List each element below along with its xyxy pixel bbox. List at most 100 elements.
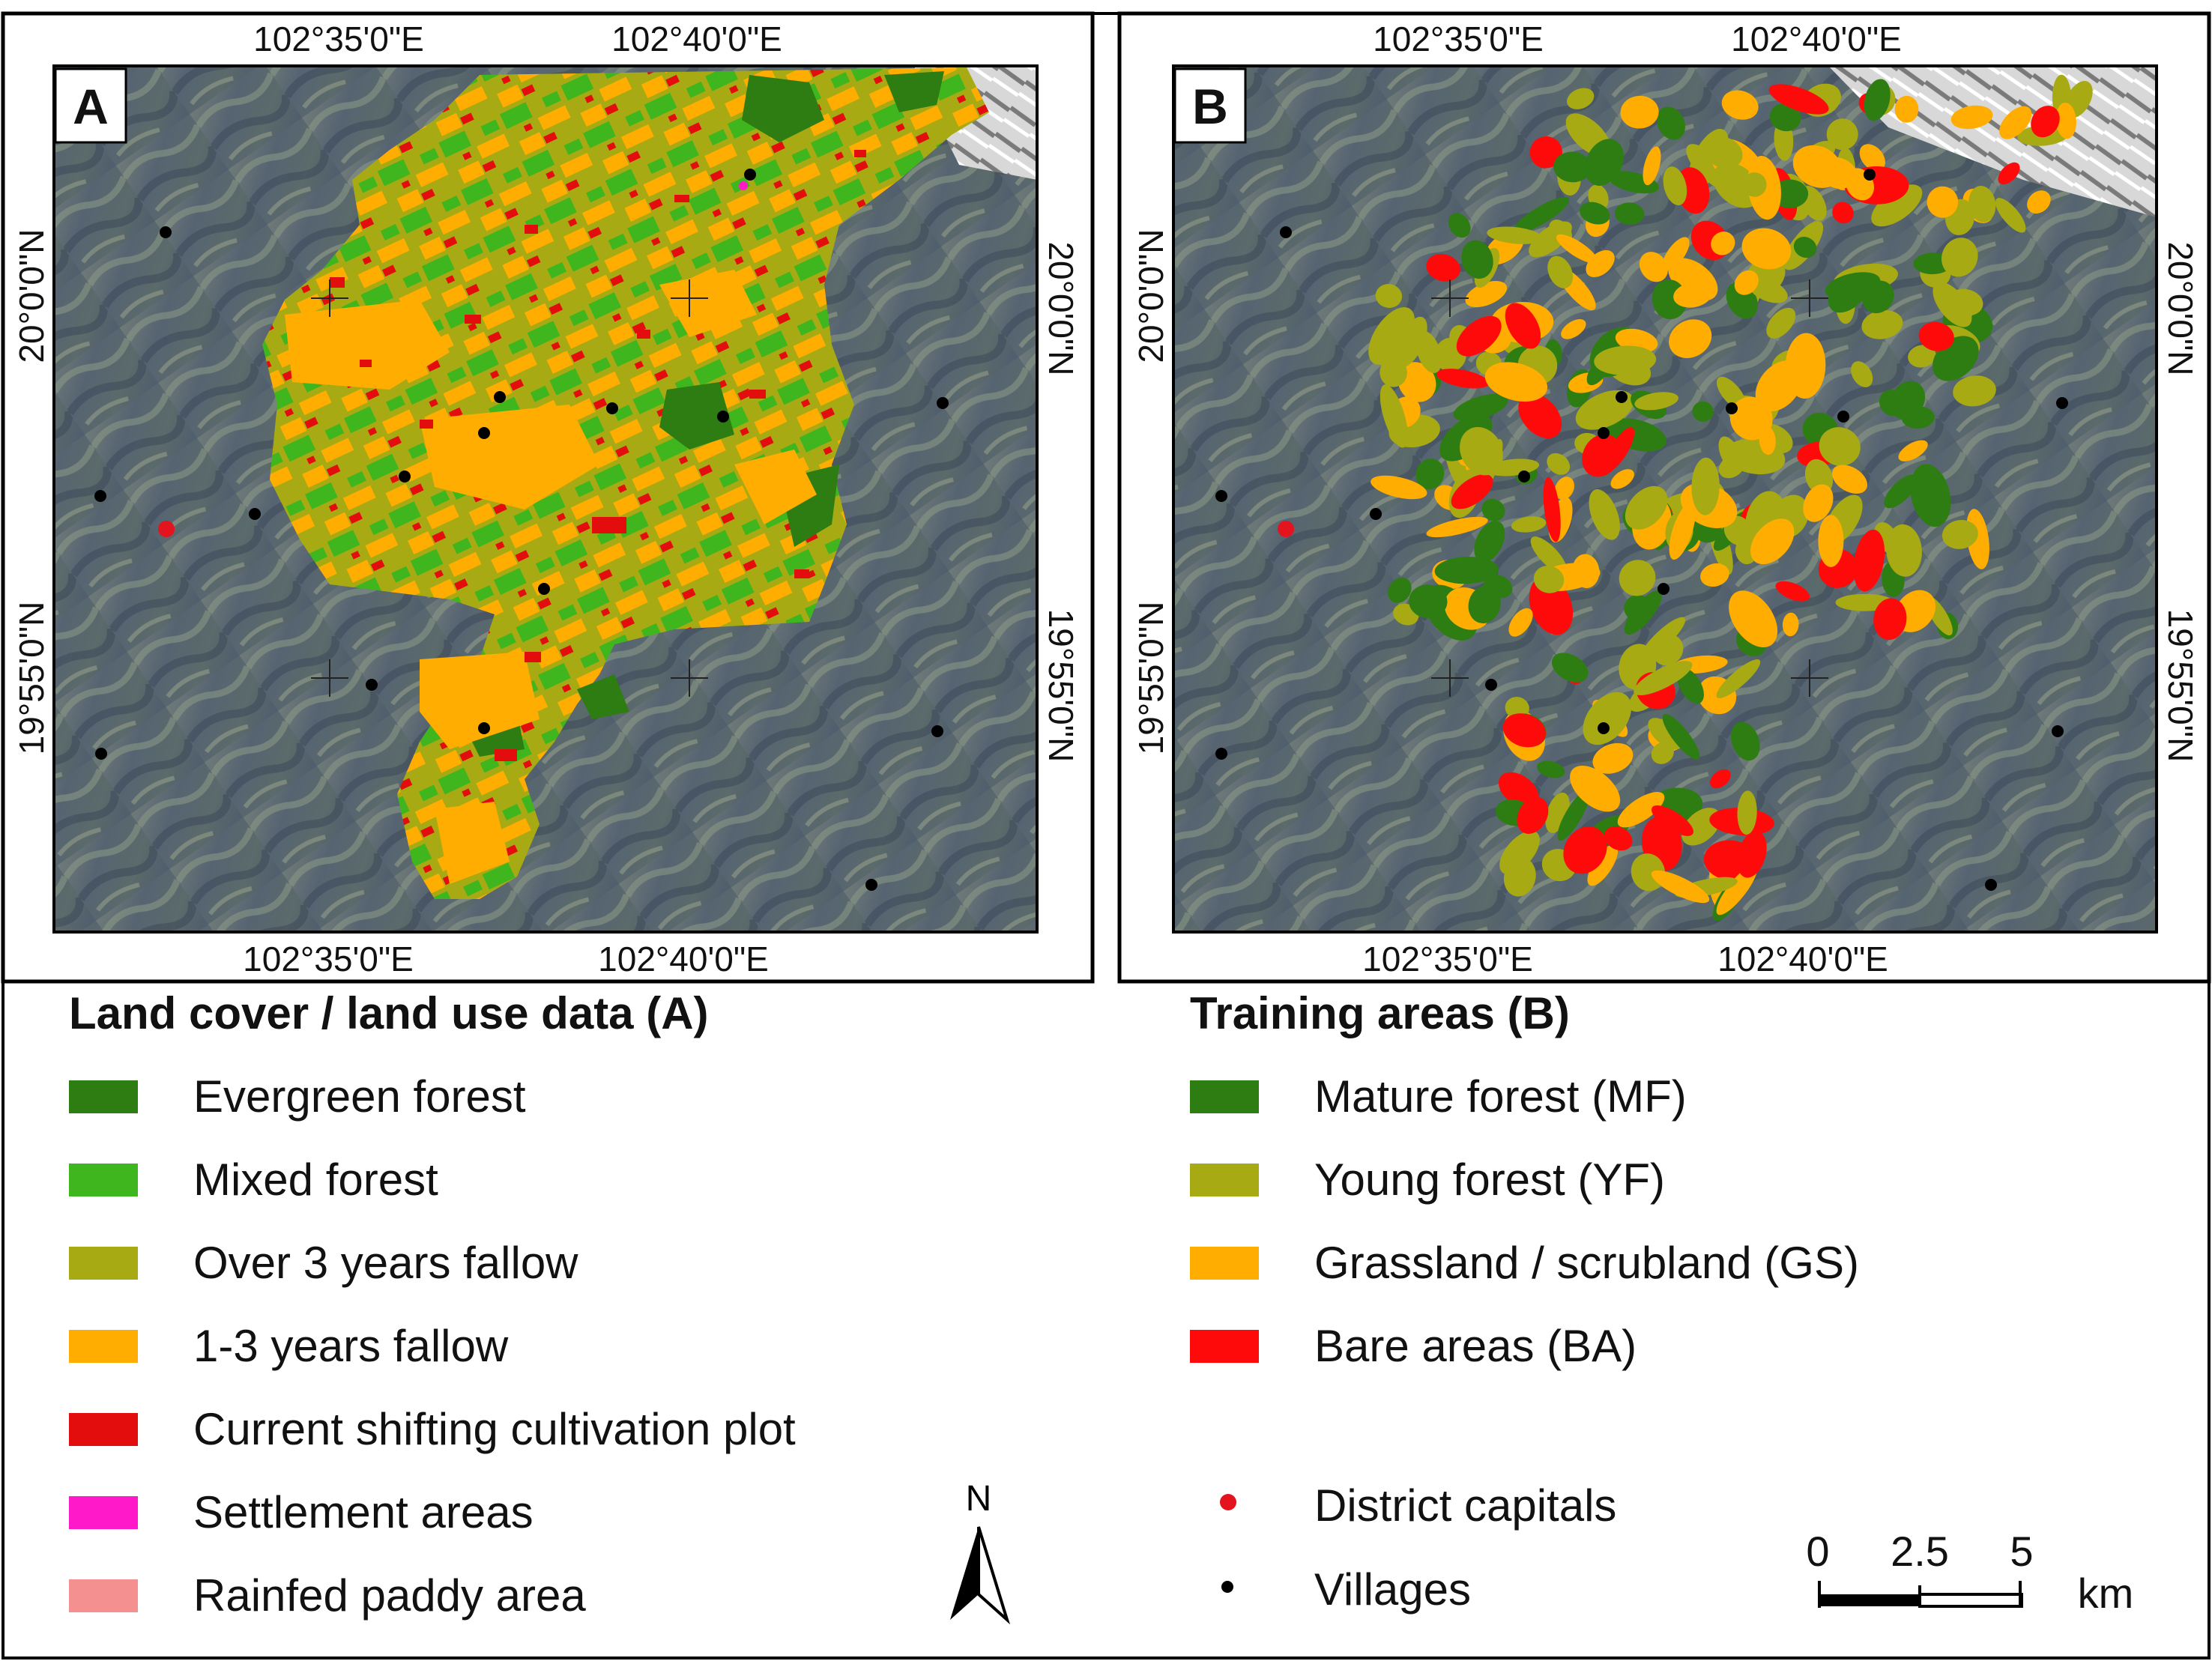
bottom-lon-label: 102°40'0"E: [1717, 940, 1888, 978]
villages-a: [94, 169, 949, 891]
training-patch: [1862, 280, 1894, 314]
legend-label: Mixed forest: [193, 1155, 438, 1205]
training-patch: [1587, 844, 1619, 886]
training-patch: [1737, 790, 1757, 835]
training-patch: [1871, 184, 1923, 227]
training-patch: [1619, 560, 1656, 596]
training-patch: [1999, 106, 2032, 139]
legend-swatch: [1190, 1164, 1259, 1196]
training-patch: [1918, 321, 1954, 351]
training-patch: [1368, 307, 1415, 365]
legend-label: Grassland / scrubland (GS): [1314, 1238, 1859, 1288]
top-lon-label: 102°35'0"E: [1373, 19, 1544, 58]
bottom-lon-label: 102°35'0"E: [1362, 940, 1533, 978]
training-patch: [1941, 519, 1978, 549]
training-patch: [1556, 234, 1598, 264]
training-patch: [1648, 718, 1683, 750]
training-patch: [1742, 172, 1767, 197]
training-patch: [1864, 79, 1891, 121]
training-patch: [1394, 316, 1427, 368]
training-patch: [1487, 226, 1543, 244]
training-patch: [1604, 826, 1633, 851]
legend-label: Settlement areas: [193, 1487, 534, 1537]
training-patch: [1380, 384, 1408, 448]
grid-crosses: [311, 279, 708, 697]
training-patch: [1859, 144, 1885, 172]
training-patch: [1505, 303, 1541, 349]
north-arrow: N: [950, 1479, 1011, 1625]
fallow-patch: [420, 652, 540, 749]
training-patch: [1691, 457, 1720, 515]
training-patch: [1832, 465, 1867, 494]
training-patch: [1375, 284, 1403, 308]
training-patch: [1710, 769, 1731, 789]
right-lat-label: 20°0'0"N: [1042, 241, 1081, 375]
top-lon-label: 102°35'0"E: [253, 19, 424, 58]
legend-swatch: [69, 1330, 138, 1363]
fallow-patch: [285, 300, 450, 390]
training-patch: [1415, 330, 1442, 373]
training-patch: [1643, 146, 1661, 186]
training-patch: [1639, 252, 1668, 282]
training-patch: [1927, 186, 1959, 218]
right-lat-label: 19°55'0"N: [2161, 609, 2200, 763]
training-patch: [1793, 237, 1817, 258]
fallow-patch: [659, 270, 757, 337]
training-patch: [1886, 524, 1922, 577]
training-patch: [1371, 475, 1427, 500]
scale-tick-label: 0: [1806, 1528, 1829, 1575]
training-patch: [1651, 742, 1674, 764]
training-patch: [1615, 202, 1645, 226]
training-patch: [1518, 393, 1562, 439]
training-patch: [1508, 608, 1533, 637]
training-patch: [1505, 697, 1529, 719]
legend-a-title: Land cover / land use data (A): [69, 988, 709, 1038]
training-patch: [1537, 760, 1565, 778]
training-patch: [1641, 617, 1686, 659]
training-patch: [1589, 488, 1620, 540]
district-capital-a: [158, 521, 175, 537]
legend-label: District capitals: [1314, 1480, 1617, 1531]
training-patch: [1669, 502, 1696, 560]
training-patch: [1769, 103, 1801, 132]
training-patch: [1716, 659, 1761, 698]
training-patch: [1468, 585, 1501, 624]
legend-swatch: [1190, 1247, 1259, 1280]
evergreen-patch: [742, 75, 824, 142]
training-patch: [1594, 345, 1657, 375]
training-patch: [1734, 270, 1759, 295]
svg-text:N: N: [966, 1479, 992, 1519]
scale-tick-label: 2.5: [1891, 1528, 1949, 1575]
training-patch: [1583, 692, 1632, 745]
legend-label: Villages: [1314, 1564, 1472, 1615]
training-patch: [1517, 796, 1549, 834]
training-patch: [1456, 315, 1502, 357]
village-dot: [1221, 1581, 1233, 1593]
panel-b-coordinates: 102°35'0"E 102°40'0"E 102°35'0"E 102°40'…: [1131, 19, 2200, 978]
training-patch: [1651, 870, 1710, 904]
training-patch: [1662, 237, 1690, 271]
training-patch: [1426, 516, 1488, 538]
training-patch: [1692, 401, 1714, 422]
outer-frame: [1, 12, 2211, 1660]
training-patch: [1775, 581, 1810, 602]
top-lon-label: 102°40'0"E: [611, 19, 782, 58]
legend-swatch: [1190, 1330, 1259, 1363]
legend-label: Over 3 years fallow: [193, 1238, 578, 1288]
left-lat-label: 19°55'0"N: [12, 602, 51, 755]
training-patch: [2027, 190, 2051, 214]
training-patch: [1711, 232, 1735, 255]
training-patch: [1662, 713, 1700, 760]
evergreen-patch: [659, 382, 734, 450]
training-patch: [1729, 590, 1778, 647]
training-patch: [1465, 280, 1508, 308]
training-patch: [1551, 653, 1589, 683]
training-patch: [1792, 145, 1843, 188]
training-patches: [1368, 74, 2093, 922]
training-patch: [1953, 375, 1996, 407]
training-patch: [1950, 105, 1993, 130]
legend-swatch: [69, 1164, 138, 1196]
training-patch: [1448, 213, 1471, 238]
training-patch: [1908, 345, 1936, 368]
right-lat-label: 19°55'0"N: [1042, 609, 1081, 763]
